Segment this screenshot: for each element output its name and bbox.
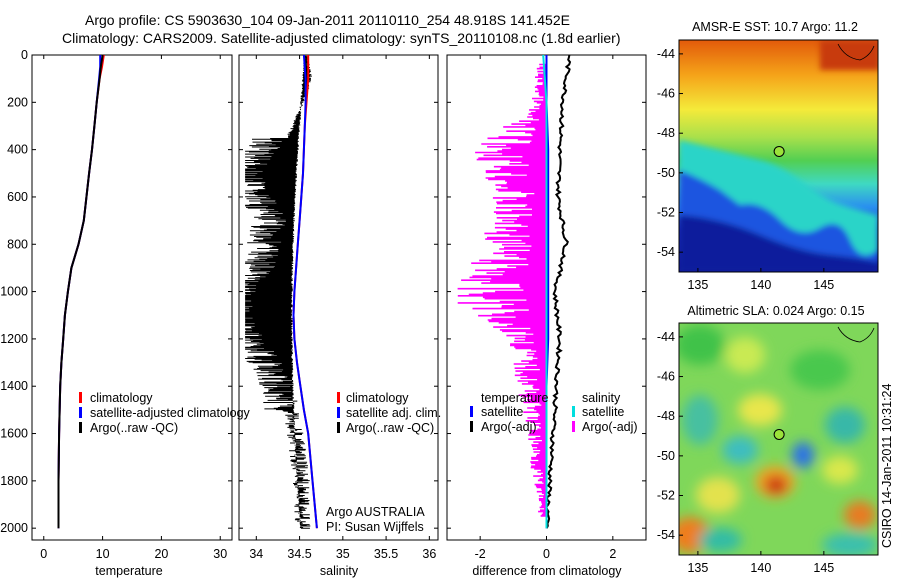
y-tick-label: 200 xyxy=(7,95,28,109)
legend-climatology-2: climatology xyxy=(346,391,409,405)
y-tick-label: 2000 xyxy=(0,521,28,535)
csiro-stamp: CSIRO 14-Jan-2011 10:31:24 xyxy=(880,383,894,548)
series-argo-spikes xyxy=(245,55,312,529)
difference-legend: temperature salinity satellite Argo(-adj… xyxy=(470,391,638,434)
x-tick-label: 0 xyxy=(543,547,550,561)
map-x-tick-label: 140 xyxy=(750,561,771,575)
series-line xyxy=(292,54,318,529)
map-y-tick-label: -44 xyxy=(657,47,675,61)
legend-satellite-2: satellite adj. clim. xyxy=(346,406,441,420)
y-tick-label: 400 xyxy=(7,143,28,157)
x-tick-label: 2 xyxy=(609,547,616,561)
sla-map-title: Altimetric SLA: 0.024 Argo: 0.15 xyxy=(687,304,864,318)
temperature-legend: climatology satellite-adjusted climatolo… xyxy=(79,391,251,435)
map-y-tick-label: -50 xyxy=(657,449,675,463)
legend-swatch-climatology xyxy=(79,392,82,403)
x-tick-label: 34 xyxy=(249,547,263,561)
argo-location-marker xyxy=(773,145,785,157)
y-tick-label: 0 xyxy=(21,48,28,62)
salinity-legend: climatology satellite adj. clim. Argo(..… xyxy=(337,391,441,435)
map-x-tick-label: 145 xyxy=(813,278,834,292)
legend-climatology: climatology xyxy=(90,391,153,405)
map-y-tick-label: -52 xyxy=(657,206,675,220)
x-tick-label: 36 xyxy=(422,547,436,561)
series-line xyxy=(57,54,105,529)
map-x-tick-label: 140 xyxy=(750,278,771,292)
legend-swatch-temp-sat xyxy=(470,406,473,417)
x-tick-label: 35.5 xyxy=(374,547,398,561)
series-line xyxy=(545,54,572,529)
legend-temp-argo: Argo(-adj) xyxy=(481,420,537,434)
series-line xyxy=(542,54,548,529)
difference-xlabel: difference from climatology xyxy=(472,564,622,578)
legend-swatch-sal-argo xyxy=(572,421,575,432)
legend-argo-2: Argo(..raw -QC) xyxy=(346,421,434,435)
x-tick-label: 30 xyxy=(213,547,227,561)
legend-argo: Argo(..raw -QC) xyxy=(90,421,178,435)
legend-salinity-title: salinity xyxy=(582,391,621,405)
legend-satellite-adjusted: satellite-adjusted climatology xyxy=(90,406,251,420)
map-y-tick-label: -48 xyxy=(657,409,675,423)
map-y-tick-label: -52 xyxy=(657,489,675,503)
y-tick-label: 1800 xyxy=(0,474,28,488)
panel-frame xyxy=(31,54,233,541)
map-y-tick-label: -50 xyxy=(657,166,675,180)
map-y-tick-label: -44 xyxy=(657,330,675,344)
map-y-tick-label: -54 xyxy=(657,528,675,542)
legend-swatch-temp-argo xyxy=(470,421,473,432)
y-tick-label: 1600 xyxy=(0,427,28,441)
y-tick-label: 1000 xyxy=(0,285,28,299)
difference-panel: -2 0 2 xyxy=(446,54,647,561)
map-y-tick-label: -46 xyxy=(657,87,675,101)
map-y-tick-label: -46 xyxy=(657,370,675,384)
argo-australia-label: Argo AUSTRALIA xyxy=(326,505,425,519)
legend-swatch-argo xyxy=(79,422,82,433)
legend-swatch-climatology-2 xyxy=(337,392,340,403)
legend-swatch-argo-2 xyxy=(337,422,340,433)
argo-location-marker xyxy=(773,428,785,440)
temperature-xlabel: temperature xyxy=(95,564,162,578)
title-line-2: Climatology: CARS2009. Satellite-adjuste… xyxy=(62,30,620,46)
map-x-tick-label: 135 xyxy=(687,561,708,575)
map-x-tick-label: 135 xyxy=(687,278,708,292)
sst-map-title: AMSR-E SST: 10.7 Argo: 11.2 xyxy=(692,20,858,34)
sst-map xyxy=(679,40,878,272)
legend-temp-satellite: satellite xyxy=(481,405,523,419)
x-tick-label: 34.5 xyxy=(287,547,311,561)
map-y-tick-label: -48 xyxy=(657,126,675,140)
salinity-panel: 34 34.5 35 35.5 36 xyxy=(238,54,439,561)
title-line-1: Argo profile: CS 5903630_104 09-Jan-2011… xyxy=(85,12,570,28)
y-tick-label: 600 xyxy=(7,190,28,204)
y-tick-label: 1200 xyxy=(0,332,28,346)
x-tick-label: 35 xyxy=(336,547,350,561)
legend-swatch-satellite-2 xyxy=(337,407,340,418)
legend-temperature-title: temperature xyxy=(481,391,548,405)
legend-sal-argo: Argo(-adj) xyxy=(582,420,638,434)
legend-swatch-sal-sat xyxy=(572,406,575,417)
salinity-xlabel: salinity xyxy=(320,564,359,578)
coastline-icon xyxy=(837,43,875,61)
legend-sal-satellite: satellite xyxy=(582,405,624,419)
sla-map xyxy=(679,323,878,555)
x-tick-label: 10 xyxy=(96,547,110,561)
legend-swatch-satellite xyxy=(79,407,82,418)
x-tick-label: 0 xyxy=(40,547,47,561)
y-tick-label: 800 xyxy=(7,237,28,251)
series-line xyxy=(57,54,104,529)
x-tick-label: 20 xyxy=(154,547,168,561)
x-tick-label: -2 xyxy=(475,547,486,561)
y-tick-label: 1400 xyxy=(0,379,28,393)
map-y-tick-label: -54 xyxy=(657,245,675,259)
map-x-tick-label: 145 xyxy=(813,561,834,575)
temperature-panel: 0 10 20 30 0 200 400 600 800 1000 1200 1400 1600 1800… xyxy=(0,48,233,561)
series-salinity-argo-adj xyxy=(457,63,547,517)
pi-label: PI: Susan Wijffels xyxy=(326,520,424,534)
panel-frame xyxy=(238,54,439,541)
